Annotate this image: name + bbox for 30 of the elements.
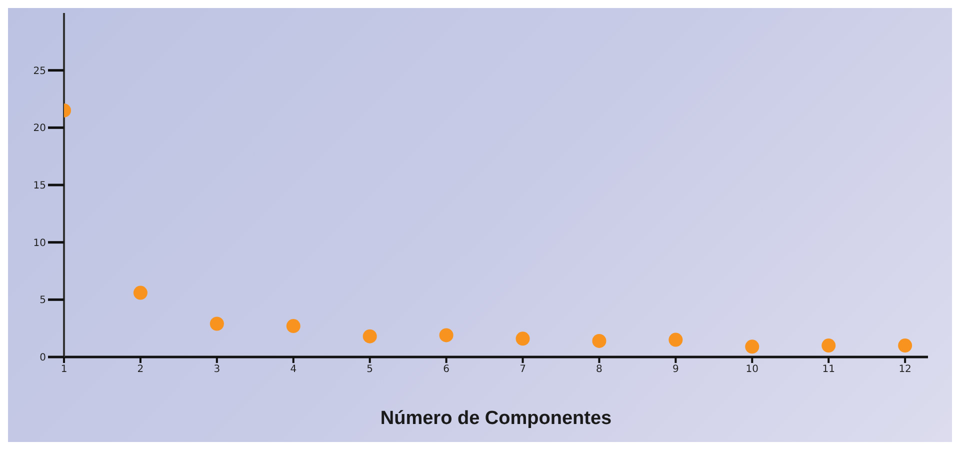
x-tick-label: 12: [898, 364, 912, 376]
y-tick-label: 10: [33, 238, 46, 249]
x-tick-label: 3: [214, 364, 220, 376]
point: [898, 338, 912, 353]
point: [286, 319, 300, 334]
y-tick-label: 0: [40, 352, 46, 364]
x-tick-label: 1: [60, 364, 68, 376]
point: [439, 328, 454, 342]
point: [210, 316, 224, 331]
y-tick-label: 5: [40, 295, 46, 306]
x-tick-label: 9: [672, 364, 679, 376]
x-tick-label: 11: [822, 364, 835, 376]
point: [592, 334, 606, 348]
x-tick-label: 8: [596, 364, 602, 376]
x-tick-label: 4: [290, 364, 297, 376]
x-tick-label: 2: [137, 364, 144, 376]
x-tick-label: 7: [520, 364, 526, 376]
x-tick-label: 6: [443, 364, 450, 376]
x-tick-label: 5: [366, 364, 374, 376]
point: [362, 329, 377, 344]
y-tick-label: 20: [33, 123, 46, 134]
x-axis-title: Número de Componentes: [380, 408, 612, 429]
point: [745, 340, 760, 354]
point: [822, 338, 836, 353]
point: [133, 286, 148, 300]
x-tick-label: 10: [746, 364, 759, 376]
point: [516, 332, 530, 346]
point: [668, 332, 683, 347]
y-tick-label: 25: [33, 66, 46, 77]
y-tick-label: 15: [33, 180, 46, 192]
